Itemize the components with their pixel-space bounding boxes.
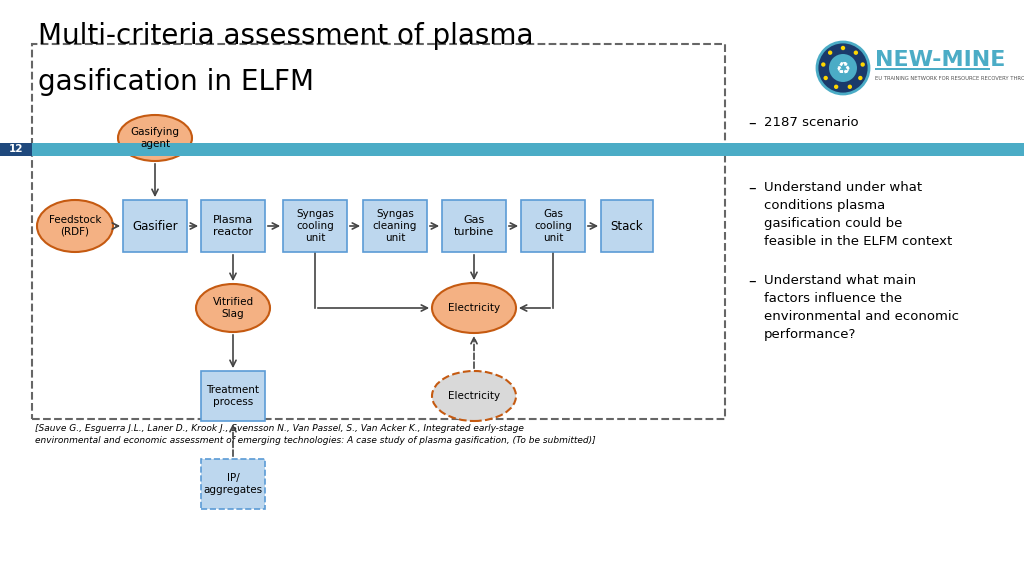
- Text: IP/
aggregates: IP/ aggregates: [204, 473, 262, 495]
- Text: Understand under what
conditions plasma
gasification could be
feasible in the EL: Understand under what conditions plasma …: [764, 181, 952, 248]
- Text: Understand what main
factors influence the
environmental and economic
performanc: Understand what main factors influence t…: [764, 274, 959, 341]
- Circle shape: [823, 76, 827, 80]
- Bar: [201, 459, 265, 509]
- Circle shape: [834, 85, 839, 89]
- Text: Gasifying
agent: Gasifying agent: [130, 127, 179, 149]
- Bar: [362, 200, 427, 252]
- Text: EU TRAINING NETWORK FOR RESOURCE RECOVERY THROUGH ENHANCED LANDFILL MINING: EU TRAINING NETWORK FOR RESOURCE RECOVER…: [874, 75, 1024, 81]
- Circle shape: [821, 62, 825, 67]
- Ellipse shape: [432, 371, 516, 421]
- Text: Gas
cooling
unit: Gas cooling unit: [535, 210, 571, 242]
- Text: Syngas
cooling
unit: Syngas cooling unit: [296, 210, 334, 242]
- Text: ♻: ♻: [836, 59, 851, 77]
- Circle shape: [848, 85, 852, 89]
- Circle shape: [841, 46, 845, 50]
- Bar: [32, 44, 725, 419]
- Bar: [874, 68, 990, 70]
- Ellipse shape: [37, 200, 113, 252]
- Bar: [283, 200, 347, 252]
- Ellipse shape: [196, 284, 270, 332]
- Text: Gasifier: Gasifier: [132, 219, 178, 233]
- Bar: [0, 143, 32, 156]
- Text: Syngas
cleaning
unit: Syngas cleaning unit: [373, 210, 417, 242]
- Circle shape: [828, 51, 833, 55]
- Text: 12: 12: [9, 145, 24, 154]
- Text: –: –: [748, 116, 756, 131]
- Circle shape: [817, 42, 869, 94]
- Text: Multi-criteria assessment of plasma: Multi-criteria assessment of plasma: [38, 22, 534, 50]
- Bar: [601, 200, 653, 252]
- Text: 2187 scenario: 2187 scenario: [764, 116, 859, 129]
- Text: NEW-MINE: NEW-MINE: [874, 50, 1006, 70]
- Text: Electricity: Electricity: [447, 391, 500, 401]
- Circle shape: [860, 62, 865, 67]
- Text: Stack: Stack: [610, 219, 643, 233]
- Ellipse shape: [118, 115, 193, 161]
- Text: [Sauve G., Esguerra J.L., Laner D., Krook J., Svensson N., Van Passel, S., Van A: [Sauve G., Esguerra J.L., Laner D., Kroo…: [35, 424, 524, 433]
- Text: Vitrified
Slag: Vitrified Slag: [212, 297, 254, 319]
- Bar: [201, 200, 265, 252]
- Bar: [521, 200, 585, 252]
- Text: Treatment
process: Treatment process: [207, 385, 259, 407]
- Text: gasification in ELFM: gasification in ELFM: [38, 68, 314, 96]
- Circle shape: [829, 54, 857, 82]
- Ellipse shape: [432, 283, 516, 333]
- Text: Plasma
reactor: Plasma reactor: [213, 215, 253, 237]
- Text: Feedstock
(RDF): Feedstock (RDF): [49, 215, 101, 237]
- Text: Gas
turbine: Gas turbine: [454, 215, 495, 237]
- Bar: [123, 200, 187, 252]
- Bar: [442, 200, 506, 252]
- Text: –: –: [748, 274, 756, 289]
- Bar: [201, 371, 265, 421]
- Text: –: –: [748, 181, 756, 196]
- Circle shape: [854, 51, 858, 55]
- Text: Electricity: Electricity: [447, 303, 500, 313]
- Text: environmental and economic assessment of emerging technologies: A case study of : environmental and economic assessment of…: [35, 436, 596, 445]
- Circle shape: [858, 76, 862, 80]
- Bar: [0, 143, 1024, 156]
